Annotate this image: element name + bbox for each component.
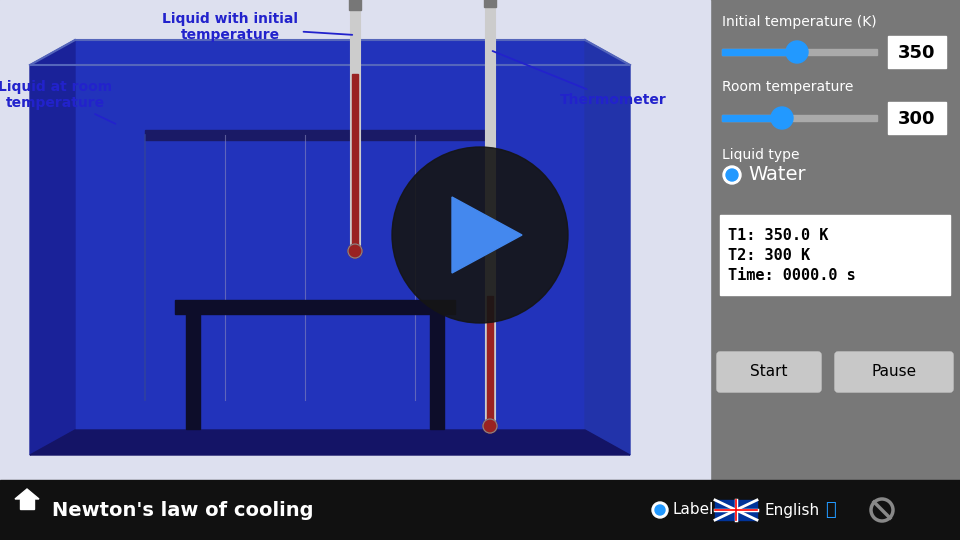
Text: Water: Water: [748, 165, 805, 185]
Circle shape: [392, 147, 568, 323]
Text: Thermometer: Thermometer: [492, 51, 667, 107]
Bar: [722, 115, 877, 121]
Bar: [722, 49, 877, 55]
FancyBboxPatch shape: [835, 352, 953, 392]
Text: Liquid type: Liquid type: [722, 148, 800, 162]
Bar: [485, 5, 495, 420]
Bar: [349, 0, 361, 10]
Text: T2: 300 K: T2: 300 K: [728, 248, 810, 263]
Text: Time: 0000.0 s: Time: 0000.0 s: [728, 268, 855, 283]
Bar: [888, 36, 946, 68]
Text: Newton's law of cooling: Newton's law of cooling: [52, 501, 314, 519]
Circle shape: [723, 166, 741, 184]
Circle shape: [652, 502, 668, 518]
Text: Start: Start: [751, 364, 788, 380]
Circle shape: [483, 419, 497, 433]
Text: Liquid with initial
temperature: Liquid with initial temperature: [162, 12, 352, 42]
Bar: [0, 0, 710, 480]
Circle shape: [655, 505, 665, 515]
Bar: [186, 314, 200, 429]
Bar: [75, 40, 585, 430]
Polygon shape: [30, 430, 630, 455]
Bar: [715, 500, 757, 520]
Circle shape: [786, 41, 808, 63]
Bar: [145, 130, 495, 140]
Text: English: English: [764, 503, 819, 517]
Polygon shape: [30, 40, 75, 455]
Circle shape: [771, 107, 793, 129]
Polygon shape: [452, 197, 522, 273]
Bar: [722, 115, 782, 121]
Bar: [430, 314, 444, 429]
Bar: [0, 480, 960, 540]
Text: Pause: Pause: [872, 364, 917, 380]
FancyBboxPatch shape: [717, 352, 821, 392]
Circle shape: [726, 169, 738, 181]
Polygon shape: [15, 489, 39, 499]
Bar: [20, 499, 34, 509]
Bar: [175, 300, 455, 314]
Text: 300: 300: [899, 110, 936, 128]
Text: Liquid at room
temperature: Liquid at room temperature: [0, 80, 115, 124]
Bar: [722, 49, 797, 55]
Bar: [487, 295, 493, 420]
Text: Room temperature: Room temperature: [722, 80, 853, 94]
Text: T1: 350.0 K: T1: 350.0 K: [728, 228, 828, 243]
Bar: [350, 8, 360, 245]
Text: Label: Label: [673, 503, 714, 517]
Bar: [484, 0, 496, 7]
Bar: [888, 102, 946, 134]
Bar: [720, 215, 950, 295]
Text: ⛶: ⛶: [825, 501, 835, 519]
Bar: [352, 75, 358, 245]
Polygon shape: [585, 40, 630, 455]
Circle shape: [348, 244, 362, 258]
Text: 350: 350: [899, 44, 936, 62]
Text: Initial temperature (K): Initial temperature (K): [722, 15, 876, 29]
Bar: [710, 0, 960, 480]
